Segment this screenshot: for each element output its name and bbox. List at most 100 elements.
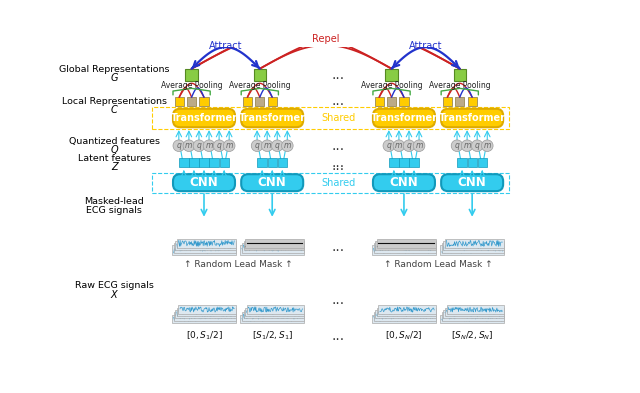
Bar — [189, 158, 198, 167]
Bar — [387, 97, 396, 107]
Bar — [374, 97, 384, 107]
Text: Z: Z — [111, 162, 117, 172]
Text: q: q — [406, 141, 412, 150]
Bar — [375, 241, 436, 250]
Bar — [242, 312, 304, 321]
Text: $[S_N/2, S_N]$: $[S_N/2, S_N]$ — [451, 330, 493, 342]
Text: q: q — [196, 141, 202, 150]
Bar — [179, 158, 189, 167]
Text: Attract: Attract — [209, 40, 243, 51]
Bar — [220, 158, 229, 167]
Bar — [253, 69, 266, 81]
Circle shape — [173, 140, 184, 151]
Bar — [174, 312, 236, 321]
Bar — [186, 69, 198, 81]
Bar — [467, 158, 477, 167]
Bar — [447, 305, 504, 314]
Bar — [245, 239, 304, 248]
Circle shape — [481, 140, 493, 151]
Bar — [385, 69, 397, 81]
Circle shape — [223, 140, 235, 151]
Text: Latent features: Latent features — [77, 154, 150, 163]
Text: m: m — [264, 141, 271, 150]
Bar — [244, 310, 304, 318]
Text: m: m — [225, 141, 233, 150]
Text: ↑ Random Lead Mask ↑: ↑ Random Lead Mask ↑ — [384, 260, 492, 269]
Bar — [257, 158, 267, 167]
Bar — [241, 315, 304, 323]
Text: Raw ECG signals: Raw ECG signals — [75, 281, 154, 290]
Text: Q: Q — [110, 145, 118, 155]
Bar — [278, 158, 287, 167]
Circle shape — [413, 140, 425, 151]
Circle shape — [193, 140, 205, 151]
Circle shape — [271, 140, 283, 151]
Text: m: m — [284, 141, 291, 150]
FancyBboxPatch shape — [373, 109, 435, 127]
Bar — [209, 158, 219, 167]
Bar — [440, 246, 504, 255]
Text: C: C — [111, 105, 118, 115]
FancyBboxPatch shape — [373, 174, 435, 191]
Text: m: m — [484, 141, 491, 150]
Bar — [377, 239, 436, 248]
Text: Average Pooling: Average Pooling — [361, 81, 422, 90]
Bar — [454, 69, 466, 81]
Text: ...: ... — [332, 329, 344, 343]
Bar — [374, 243, 436, 253]
Text: ...: ... — [332, 241, 344, 254]
Bar — [440, 315, 504, 323]
Bar — [179, 305, 236, 314]
Text: Transformer: Transformer — [438, 113, 506, 123]
Bar — [243, 97, 252, 107]
Circle shape — [213, 140, 225, 151]
Bar — [246, 305, 304, 314]
Bar — [241, 246, 304, 255]
Bar — [445, 239, 504, 248]
Bar — [199, 97, 209, 107]
Bar — [458, 158, 467, 167]
Bar — [374, 312, 436, 321]
FancyBboxPatch shape — [173, 109, 235, 127]
Text: Average Pooling: Average Pooling — [161, 81, 223, 90]
Text: q: q — [475, 141, 479, 150]
Bar — [389, 158, 399, 167]
Text: ...: ... — [332, 68, 344, 82]
Text: CNN: CNN — [258, 176, 287, 189]
Text: CNN: CNN — [458, 176, 486, 189]
Circle shape — [261, 140, 273, 151]
Text: Shared: Shared — [321, 178, 355, 188]
Bar — [442, 243, 504, 253]
Text: Masked-lead: Masked-lead — [84, 196, 144, 206]
Text: Attract: Attract — [409, 40, 442, 51]
Text: Transformer: Transformer — [239, 113, 306, 123]
Text: Shared: Shared — [321, 113, 355, 123]
Text: q: q — [387, 141, 391, 150]
Bar — [152, 107, 509, 129]
Text: q: q — [255, 141, 260, 150]
Circle shape — [393, 140, 404, 151]
Text: X: X — [111, 290, 117, 300]
Bar — [242, 243, 304, 253]
Text: ...: ... — [332, 156, 344, 170]
Bar — [175, 241, 236, 250]
Bar — [244, 241, 304, 250]
Text: ...: ... — [332, 294, 344, 307]
Bar — [175, 310, 236, 318]
Text: Global Representations: Global Representations — [59, 65, 170, 74]
Circle shape — [282, 140, 293, 151]
Bar — [174, 243, 236, 253]
FancyBboxPatch shape — [241, 174, 303, 191]
Circle shape — [204, 140, 215, 151]
Text: ECG signals: ECG signals — [86, 206, 142, 215]
Text: m: m — [185, 141, 193, 150]
Bar — [399, 97, 408, 107]
Text: $[0, S_N/2]$: $[0, S_N/2]$ — [385, 330, 423, 342]
Bar — [443, 97, 452, 107]
Bar — [177, 308, 236, 316]
Bar — [477, 158, 487, 167]
Bar — [378, 305, 436, 314]
Bar — [410, 158, 419, 167]
Circle shape — [451, 140, 463, 151]
Bar — [268, 97, 277, 107]
